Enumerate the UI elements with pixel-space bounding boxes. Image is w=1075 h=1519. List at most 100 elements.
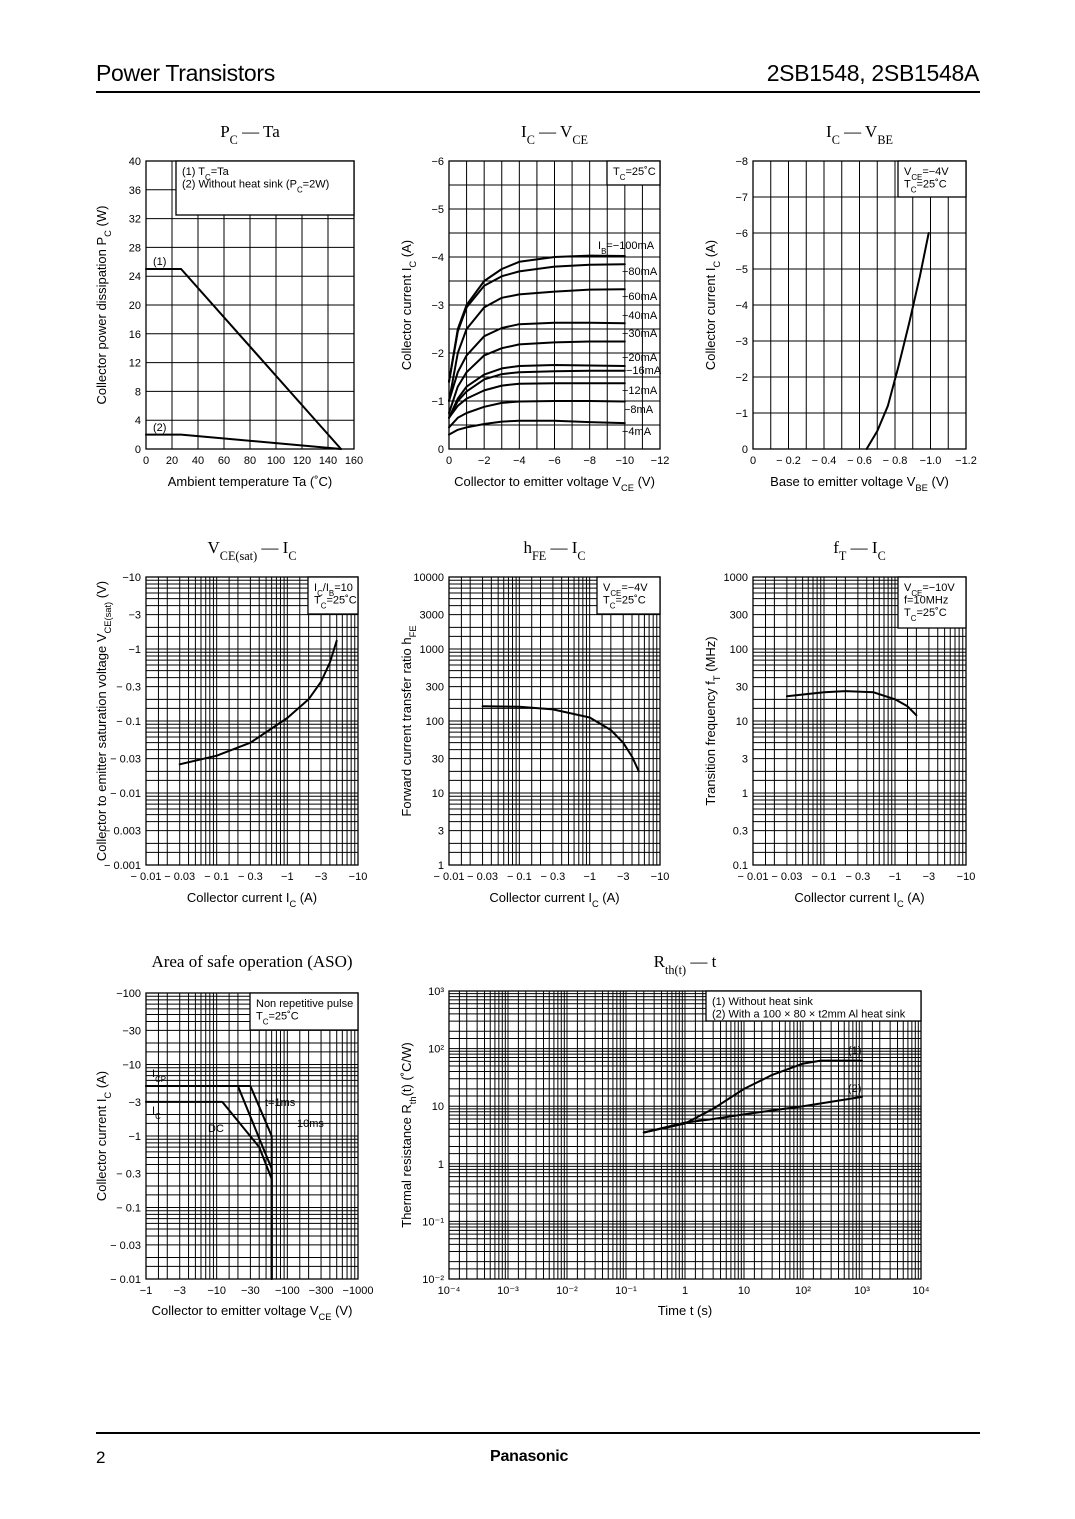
y-axis-label: Collector current IC (A): [94, 1071, 113, 1201]
legend-entry-part: (1) Without heat sink: [712, 996, 813, 1008]
y-tick-label: 1: [438, 860, 444, 872]
x-tick-label: −1.2: [955, 455, 977, 467]
legend-entry-part: =−4V: [621, 582, 648, 594]
series-label-part: −4mA: [622, 426, 652, 438]
y-axis-label-part: Transition frequency f: [703, 681, 718, 806]
x-tick-label: −12: [651, 455, 670, 467]
chart-title-part: C: [577, 549, 585, 563]
x-tick-label: − 0.8: [883, 455, 908, 467]
series-line-0: [865, 232, 930, 450]
x-tick-label: 160: [345, 455, 363, 467]
x-tick-label: 10⁴: [913, 1285, 930, 1297]
chart-0: 0 20 40 60 80 100 120 140 160 0 4 8 12 16 20 24 28 32 36 40…: [94, 122, 363, 489]
legend-entry-part: CE: [911, 589, 922, 598]
y-tick-label: −2: [735, 372, 748, 384]
chart-2: 0 − 0.2 − 0.4 − 0.6 − 0.8 −1.0 −1.2 0 −1 −2 −3 −4 −5…: [703, 122, 977, 493]
legend-entry-part: T: [904, 607, 911, 619]
series-label: 10ms: [297, 1118, 324, 1130]
y-tick-label: −10: [122, 572, 141, 584]
annotation-part: CP: [155, 1075, 166, 1084]
y-axis-label: Forward current transfer ratio hFE: [399, 625, 418, 816]
legend-entry-part: =25˚C: [326, 595, 356, 607]
x-tick-label: −300: [309, 1285, 334, 1297]
chart-title: PC — Ta: [220, 122, 280, 147]
y-axis-label-part: (A): [703, 240, 718, 261]
legend-entry-part: C: [620, 173, 626, 182]
legend-entry-part: CE: [610, 589, 621, 598]
legend-entry: TC=25˚C: [904, 179, 947, 195]
series-label: DC: [208, 1123, 224, 1135]
y-tick-label: 3: [438, 826, 444, 838]
x-tick-label: 120: [293, 455, 311, 467]
y-tick-label: 0.1: [733, 860, 748, 872]
x-tick-label: − 0.03: [467, 871, 498, 883]
legend-entry-part: I: [314, 582, 317, 594]
y-axis-label: Collector power dissipation PC (W): [94, 206, 113, 405]
x-tick-label: 60: [218, 455, 230, 467]
y-tick-label: − 0.1: [116, 1203, 141, 1215]
x-tick-label: 80: [244, 455, 256, 467]
legend-entry-part: =25˚C: [916, 179, 946, 191]
y-tick-label: 300: [426, 682, 444, 694]
y-axis-label-part: Collector current I: [94, 1099, 109, 1202]
series-label: −60mA: [622, 291, 658, 303]
chart-title-part: f: [833, 538, 839, 557]
legend-entry-part: T: [314, 595, 321, 607]
series-label-part: (2): [848, 1083, 861, 1095]
chart-title-part: h: [523, 538, 532, 557]
y-tick-label: − 0.3: [116, 682, 141, 694]
y-tick-label: −4: [735, 300, 748, 312]
y-tick-label: −100: [116, 988, 141, 1000]
y-tick-label: 10: [432, 1101, 444, 1113]
chart-title-part: — I: [257, 538, 289, 557]
y-tick-label: 1000: [420, 644, 444, 656]
series-label: −80mA: [622, 266, 658, 278]
x-tick-label: 10³: [854, 1285, 870, 1297]
y-tick-label: −3: [431, 300, 444, 312]
legend-box: [705, 990, 922, 1022]
legend-entry-part: C: [911, 614, 917, 623]
legend-entry: VCE=−4V: [603, 582, 648, 598]
x-tick-label: 0: [143, 455, 149, 467]
x-tick-label: − 0.3: [238, 871, 263, 883]
legend-entry-part: T: [904, 179, 911, 191]
legend-entry-part: (2) Without heat sink (P: [182, 179, 297, 191]
legend-entry-part: V: [904, 166, 912, 178]
x-tick-label: 1: [682, 1285, 688, 1297]
legend-entry-part: =−4V: [922, 166, 949, 178]
y-axis-label-part: (t) (˚C/W): [399, 1042, 414, 1096]
series-line-9: [448, 419, 626, 436]
series-line-1: [642, 1095, 863, 1134]
x-axis-label-part: Collector to emitter voltage V: [454, 474, 621, 489]
y-tick-label: 10000: [413, 572, 444, 584]
y-tick-label: −10: [122, 1060, 141, 1072]
series-label-part: −12mA: [622, 385, 658, 397]
x-tick-label: 140: [319, 455, 337, 467]
series-label-part: B: [601, 247, 606, 256]
legend-entry-part: C: [610, 601, 616, 610]
legend-entry-part: =2W): [303, 179, 330, 191]
legend-entry-part: =25˚C: [615, 595, 645, 607]
x-tick-label: 0: [446, 455, 452, 467]
series-label-part: =−100mA: [606, 240, 654, 252]
legend-entry-part: Non repetitive pulse: [256, 998, 353, 1010]
annotation-part: C: [155, 1112, 161, 1121]
chart-5: − 0.01− 0.03 − 0.1 − 0.3 −1 −3 −10 0.1 0.3 1 3 10 3…: [703, 538, 975, 909]
series-label-part: DC: [208, 1123, 224, 1135]
series-label-part: −8mA: [624, 404, 654, 416]
chart-1: 0 −2 −4 −6 −8 −10 −120−1−2−3−4−5−6IC — VCEColl…: [399, 122, 669, 493]
x-tick-label: −10: [207, 1285, 226, 1297]
legend-entry-part: /I: [323, 582, 329, 594]
brand-logo: Panasonic: [490, 1448, 569, 1465]
y-axis-label: Collector to emitter saturation voltage …: [94, 581, 113, 861]
series-label-part: (1): [848, 1045, 861, 1057]
chart-title-part: C: [288, 549, 296, 563]
y-tick-label: 10: [736, 716, 748, 728]
y-tick-label: −4: [431, 252, 444, 264]
legend-box: [175, 160, 355, 216]
x-axis-label-part: Collector current I: [794, 890, 897, 905]
chart-title: IC — VCE: [521, 122, 588, 147]
x-tick-label: −10: [615, 455, 634, 467]
y-axis-label: Thermal resistance Rth(t) (˚C/W): [399, 1042, 418, 1227]
legend-box: [897, 160, 967, 198]
